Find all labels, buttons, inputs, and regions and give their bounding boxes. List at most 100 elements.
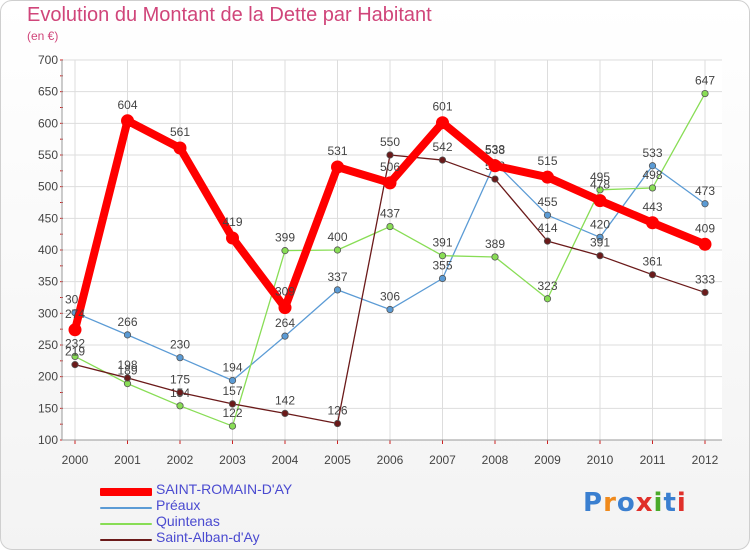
data-label-pr-aux: 266 [117, 315, 137, 329]
y-tick-label: 600 [38, 116, 58, 130]
data-point-saint-romain-d-ay [646, 216, 659, 230]
x-tick-label: 2004 [272, 453, 299, 467]
data-label-pr-aux: 194 [222, 360, 242, 374]
y-tick-label: 400 [38, 243, 58, 257]
x-tick-label: 2009 [534, 453, 561, 467]
y-tick-label: 150 [38, 401, 58, 415]
data-label-saint-romain-d-ay: 515 [537, 154, 557, 168]
data-point-pr-aux [228, 376, 237, 385]
data-point-saint-romain-d-ay [436, 116, 449, 130]
data-point-saint-alban-d-ay [596, 252, 604, 260]
data-point-saint-alban-d-ay [176, 388, 184, 397]
data-label-saint-alban-d-ay: 391 [590, 236, 610, 250]
data-label-quintenas: 437 [380, 207, 400, 221]
chart-title: Evolution du Montant de la Dette par Hab… [27, 4, 432, 26]
legend-label: SAINT-ROMAIN-D'AY [156, 481, 293, 497]
data-point-quintenas [596, 186, 604, 194]
data-point-saint-romain-d-ay [593, 194, 607, 208]
data-point-pr-aux [596, 233, 604, 241]
data-label-pr-aux: 473 [695, 184, 715, 198]
data-point-pr-aux [386, 305, 394, 314]
legend-swatch [100, 539, 152, 541]
data-point-saint-alban-d-ay [543, 237, 552, 245]
data-point-pr-aux [438, 274, 447, 283]
x-tick-label: 2006 [377, 453, 404, 467]
data-label-saint-romain-d-ay: 533 [485, 143, 505, 157]
data-point-quintenas [281, 247, 289, 255]
data-label-quintenas: 323 [537, 279, 557, 293]
data-point-quintenas [543, 295, 552, 303]
chart-subtitle: (en €) [27, 29, 59, 43]
data-label-saint-romain-d-ay: 274 [65, 307, 85, 321]
legend-swatch [100, 523, 152, 525]
data-label-saint-alban-d-ay: 542 [432, 140, 452, 154]
data-label-saint-romain-d-ay: 409 [695, 221, 715, 235]
data-label-saint-romain-d-ay: 419 [222, 215, 242, 229]
data-point-pr-aux [648, 162, 657, 170]
data-point-saint-alban-d-ay [333, 419, 342, 428]
data-label-pr-aux: 455 [537, 195, 557, 209]
y-tick-label: 300 [38, 306, 58, 320]
data-point-saint-alban-d-ay [491, 175, 499, 183]
y-tick-label: 700 [38, 53, 58, 67]
data-label-pr-aux: 264 [275, 316, 295, 330]
data-label-quintenas: 122 [222, 406, 242, 420]
data-label-saint-romain-d-ay: 443 [642, 200, 662, 214]
x-tick-label: 2002 [167, 453, 194, 467]
data-label-saint-romain-d-ay: 309 [275, 285, 295, 299]
data-label-pr-aux: 355 [432, 259, 452, 273]
data-label-quintenas: 189 [117, 364, 137, 378]
data-point-quintenas [71, 352, 79, 360]
x-tick-label: 2001 [114, 453, 141, 467]
data-point-quintenas [648, 184, 657, 192]
data-label-saint-alban-d-ay: 219 [65, 345, 85, 359]
data-point-quintenas [386, 222, 394, 231]
data-label-saint-alban-d-ay: 157 [222, 384, 242, 398]
y-tick-label: 350 [38, 275, 58, 289]
legend-label: Quintenas [156, 513, 220, 529]
data-point-saint-romain-d-ay [541, 170, 554, 184]
data-point-pr-aux [543, 211, 552, 219]
data-point-quintenas [176, 402, 184, 410]
data-label-saint-alban-d-ay: 333 [695, 272, 715, 286]
data-label-pr-aux: 538 [485, 143, 505, 157]
data-point-saint-romain-d-ay [226, 231, 239, 245]
y-tick-label: 250 [38, 338, 58, 352]
y-tick-label: 650 [38, 85, 58, 99]
data-label-saint-alban-d-ay: 550 [380, 135, 400, 149]
data-point-quintenas [701, 89, 709, 98]
data-point-quintenas [228, 422, 237, 430]
data-point-saint-romain-d-ay [68, 323, 82, 337]
data-label-saint-romain-d-ay: 601 [432, 100, 452, 114]
data-label-quintenas: 495 [590, 170, 610, 184]
data-label-saint-romain-d-ay: 478 [590, 178, 610, 192]
data-point-saint-alban-d-ay [386, 151, 394, 159]
x-tick-label: 2012 [692, 453, 719, 467]
data-point-quintenas [438, 252, 447, 260]
x-tick-label: 2000 [62, 453, 89, 467]
data-label-pr-aux: 306 [380, 290, 400, 304]
data-point-saint-alban-d-ay [71, 361, 79, 369]
x-tick-label: 2007 [429, 453, 456, 467]
x-tick-label: 2011 [640, 453, 666, 467]
proxiti-logo: Proxiti [583, 488, 687, 518]
data-label-saint-romain-d-ay: 561 [170, 125, 190, 139]
data-label-saint-alban-d-ay: 142 [275, 393, 295, 407]
legend-swatch [100, 507, 152, 509]
data-label-quintenas: 400 [327, 230, 347, 244]
data-point-saint-romain-d-ay [173, 141, 187, 155]
data-point-saint-alban-d-ay [438, 156, 447, 164]
y-tick-label: 450 [38, 211, 58, 225]
data-point-pr-aux [701, 200, 709, 208]
data-label-saint-alban-d-ay: 361 [642, 255, 662, 269]
data-label-saint-romain-d-ay: 604 [117, 98, 137, 112]
legend-label: Préaux [156, 497, 201, 513]
data-point-saint-romain-d-ay [383, 176, 397, 190]
y-tick-label: 500 [38, 180, 58, 194]
data-point-saint-romain-d-ay [698, 237, 712, 251]
data-label-quintenas: 647 [695, 74, 715, 88]
x-tick-label: 2003 [219, 453, 246, 467]
data-point-quintenas [333, 246, 342, 254]
data-label-pr-aux: 420 [590, 217, 610, 231]
